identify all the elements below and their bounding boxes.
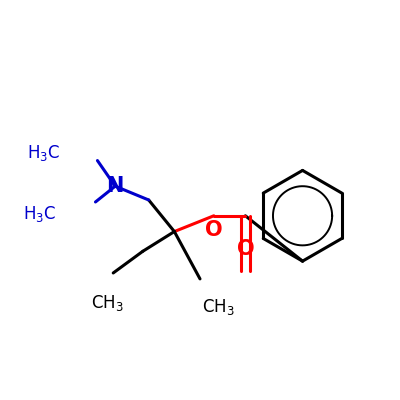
- Text: CH$_3$: CH$_3$: [202, 297, 235, 317]
- Text: H$_3$C: H$_3$C: [23, 204, 56, 224]
- Text: CH$_3$: CH$_3$: [91, 293, 124, 313]
- Text: O: O: [236, 239, 254, 259]
- Text: O: O: [205, 220, 223, 240]
- Text: H$_3$C: H$_3$C: [27, 143, 60, 163]
- Text: N: N: [106, 176, 124, 196]
